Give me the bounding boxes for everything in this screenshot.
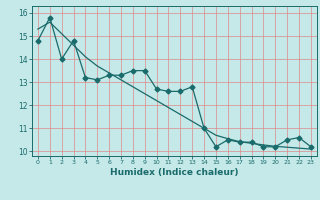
X-axis label: Humidex (Indice chaleur): Humidex (Indice chaleur) bbox=[110, 168, 239, 177]
